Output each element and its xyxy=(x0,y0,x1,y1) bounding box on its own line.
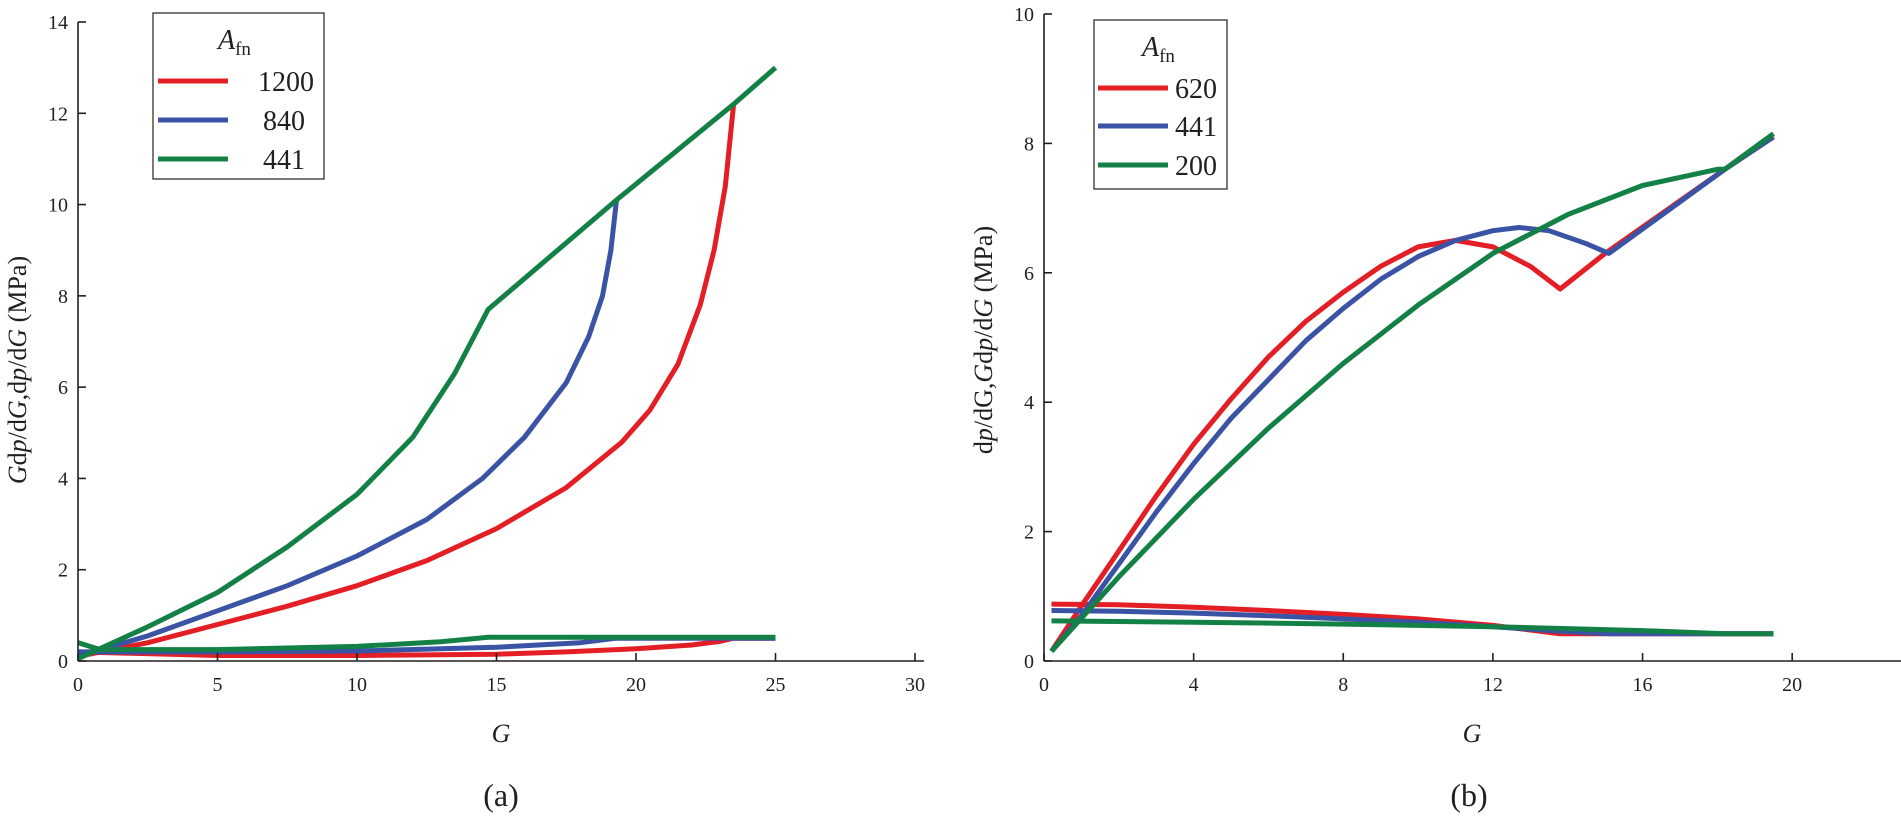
panel-b-legend: Afn 620 441 200 xyxy=(1093,19,1228,190)
y-tick-label: 12 xyxy=(48,103,68,125)
y-tick-label: 10 xyxy=(1014,4,1034,26)
y-tick-label: 4 xyxy=(58,468,68,490)
panel-a-y-axis-title: Gdp/dG,dp/dG (MPa) xyxy=(3,256,32,484)
x-tick-label: 12 xyxy=(1483,674,1503,696)
x-tick-label: 25 xyxy=(766,674,786,696)
panel-a-series xyxy=(76,65,778,661)
x-tick-label: 10 xyxy=(347,674,367,696)
panel-b-label: (b) xyxy=(1450,777,1487,813)
x-tick-label: 5 xyxy=(213,674,223,696)
panel-a-legend-label-1200: 1200 xyxy=(258,67,314,98)
y-tick-label: 0 xyxy=(1024,651,1034,673)
panel-a-legend-label-441: 441 xyxy=(263,145,305,176)
series-200-lower-line xyxy=(1051,618,1774,637)
y-tick-label: 6 xyxy=(58,377,68,399)
y-tick-label: 2 xyxy=(58,560,68,582)
panel-b-legend-title: Afn xyxy=(1140,32,1175,67)
series-441-upper-line xyxy=(76,65,778,661)
series-620-upper-line xyxy=(1049,134,1775,653)
panel-a-x-axis-title: G xyxy=(492,719,511,748)
panel-a-legend-title: Afn xyxy=(216,25,251,60)
panel-a-label: (a) xyxy=(483,777,519,813)
y-tick-label: 6 xyxy=(1024,263,1034,285)
panel-a-legend: Afn 1200 840 441 xyxy=(152,12,325,180)
y-tick-label: 14 xyxy=(48,12,68,34)
y-tick-label: 8 xyxy=(1024,133,1034,155)
x-tick-label: 20 xyxy=(626,674,646,696)
panel-b-legend-label-620: 620 xyxy=(1175,74,1217,105)
x-tick-label: 30 xyxy=(905,674,925,696)
x-tick-label: 20 xyxy=(1782,674,1802,696)
panel-b-x-axis-title: G xyxy=(1463,719,1482,748)
x-tick-label: 8 xyxy=(1338,674,1348,696)
panel-b-legend-box xyxy=(1093,19,1228,190)
panel-a-ticks: 0 5 10 15 20 25 30 0 2 4 6 8 10 12 14 xyxy=(48,12,925,696)
y-tick-label: 2 xyxy=(1024,522,1034,544)
series-441-upper-line xyxy=(1049,134,1775,653)
panel-b-legend-label-441: 441 xyxy=(1175,112,1217,143)
panel-a-legend-box xyxy=(152,12,325,180)
x-tick-label: 16 xyxy=(1633,674,1653,696)
x-tick-label: 15 xyxy=(487,674,507,696)
series-441-lower-line xyxy=(1051,608,1774,637)
series-840-upper-line xyxy=(77,199,619,659)
x-tick-label: 0 xyxy=(73,674,83,696)
y-tick-label: 4 xyxy=(1024,392,1034,414)
series-200-upper-line xyxy=(1049,131,1775,653)
panel-b-legend-label-200: 200 xyxy=(1175,151,1217,182)
x-tick-label: 4 xyxy=(1189,674,1199,696)
panel-a-legend-label-840: 840 xyxy=(263,106,305,137)
panel-a: 0 5 10 15 20 25 30 0 2 4 6 8 10 12 14 Gdp/dG,dp/dG (MP… xyxy=(3,12,925,813)
panel-b-y-axis-title: dp/dG,Gdp/dG (MPa) xyxy=(969,226,998,454)
y-tick-label: 0 xyxy=(58,651,68,673)
panel-b-series xyxy=(1049,131,1775,653)
series-1200-upper-line xyxy=(77,103,737,659)
x-tick-label: 0 xyxy=(1039,674,1049,696)
y-tick-label: 10 xyxy=(48,195,68,217)
y-tick-label: 8 xyxy=(58,286,68,308)
